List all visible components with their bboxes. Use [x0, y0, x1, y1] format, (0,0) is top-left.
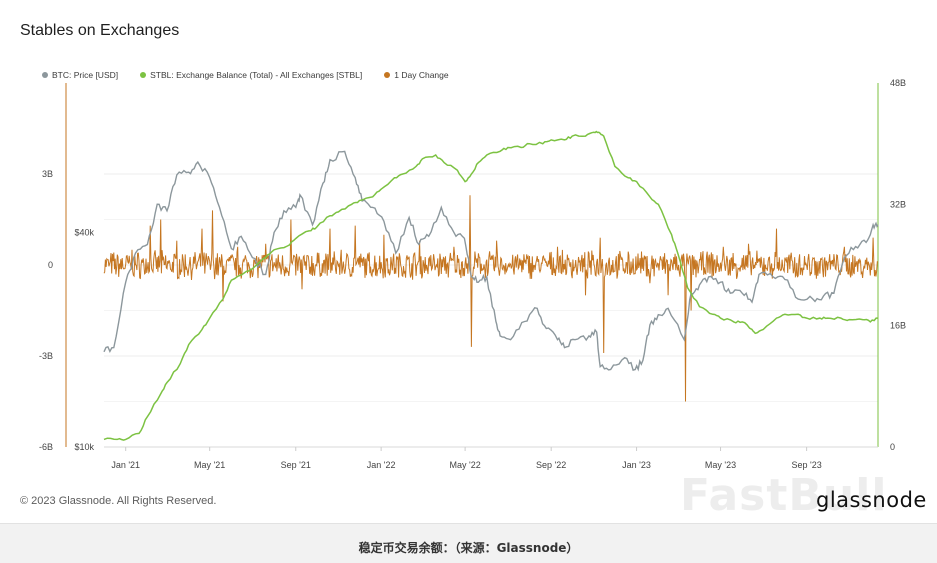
chart-title: Stables on Exchanges [20, 22, 180, 39]
x-tick-label: Jan '21 [111, 460, 140, 470]
series-stbl-balance [103, 130, 878, 441]
chart-card: Stables on Exchanges BTC: Price [USD] ST… [20, 22, 927, 521]
y-left-tick-label: 0 [48, 260, 53, 270]
legend-item-btc[interactable]: BTC: Price [USD] [42, 70, 118, 80]
watermark-text: FastBull [680, 470, 888, 521]
y-btc-tick-label: $40k [74, 227, 94, 237]
caption-text: 稳定币交易余额：（来源：Glassnode） [358, 541, 579, 555]
x-tick-label: Sep '21 [281, 460, 311, 470]
legend-label-change: 1 Day Change [394, 70, 449, 80]
y-right-tick-label: 0 [890, 442, 895, 452]
legend-item-change[interactable]: 1 Day Change [384, 70, 449, 80]
copyright-text: © 2023 Glassnode. All Rights Reserved. [20, 495, 217, 507]
x-tick-label: Sep '22 [536, 460, 566, 470]
x-tick-label: Jan '23 [622, 460, 651, 470]
legend-dot-stbl [140, 72, 147, 78]
legend-label-stbl: STBL: Exchange Balance (Total) - All Exc… [150, 70, 363, 80]
chart-legend: BTC: Price [USD] STBL: Exchange Balance … [42, 70, 449, 80]
y-right-tick-label: 48B [890, 78, 906, 88]
y-left-tick-label: -3B [39, 351, 53, 361]
legend-dot-btc [42, 72, 48, 78]
x-tick-label: May '22 [449, 460, 480, 470]
y-right-tick-label: 16B [890, 321, 906, 331]
y-left-tick-label: 3B [42, 169, 53, 179]
legend-dot-change [384, 72, 391, 78]
x-tick-label: Sep '23 [791, 460, 821, 470]
y-btc-tick-label: $10k [74, 442, 94, 452]
chart-plot: 3B 0 -3B -6B $40k $10k 48B 32B 16B 0 Jan '21 May '2… [39, 78, 906, 470]
legend-label-btc: BTC: Price [USD] [52, 70, 119, 80]
caption-bar [0, 523, 937, 563]
y-right-tick-label: 32B [890, 199, 906, 209]
x-tick-label: May '23 [705, 460, 736, 470]
brand-logo: glassnode [816, 488, 927, 512]
y-left-tick-label: -6B [39, 442, 53, 452]
legend-item-stbl[interactable]: STBL: Exchange Balance (Total) - All Exc… [140, 70, 362, 80]
x-tick-label: May '21 [194, 460, 225, 470]
x-tick-label: Jan '22 [367, 460, 396, 470]
series-1-day-change [103, 195, 878, 402]
series-btc-price [103, 150, 879, 372]
